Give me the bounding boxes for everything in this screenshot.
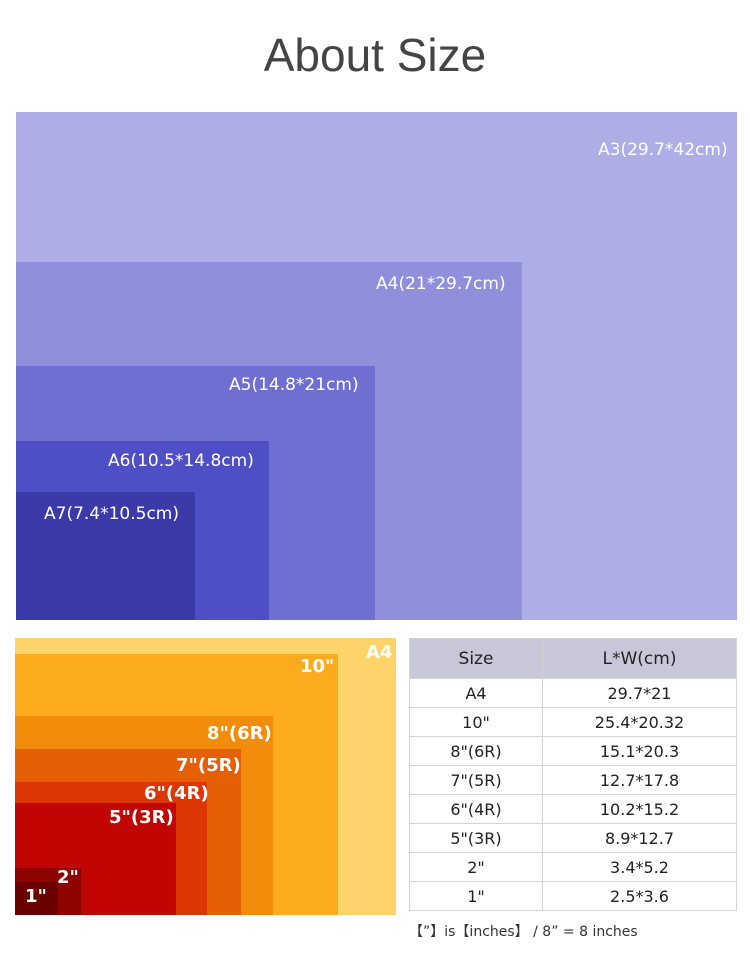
size-table: Size L*W(cm) A4 29.7*21 10" 25.4*20.32 8"(6R… [409, 638, 737, 911]
dimension-cell: 2.5*3.6 [542, 881, 737, 911]
table-row: 1" 2.5*3.6 [409, 881, 737, 911]
size-cell: 7"(5R) [409, 765, 543, 795]
photo-size-label: 8"(6R) [207, 723, 272, 744]
table-row: A4 29.7*21 [409, 678, 737, 708]
table-row: 2" 3.4*5.2 [409, 852, 737, 882]
table-row: 7"(5R) 12.7*17.8 [409, 765, 737, 795]
page-title: About Size [263, 29, 487, 81]
a-size-label: A5(14.8*21cm) [229, 375, 359, 395]
a-size-label: A6(10.5*14.8cm) [108, 451, 254, 471]
a-size-label: A7(7.4*10.5cm) [44, 504, 180, 524]
size-cell: 5"(3R) [409, 823, 543, 853]
dimension-cell: 12.7*17.8 [542, 765, 737, 795]
photo-size-label: 5"(3R) [109, 807, 174, 828]
table-header-row: Size L*W(cm) [409, 638, 737, 679]
table-row: 5"(3R) 8.9*12.7 [409, 823, 737, 853]
a-size-rect [16, 492, 195, 620]
photo-size-label: 7"(5R) [176, 755, 241, 776]
size-cell: 10" [409, 707, 543, 737]
photo-size-label: 1" [25, 886, 47, 907]
dimension-cell: 29.7*21 [542, 678, 737, 708]
inches-note: 【”】is【inches】 / 8” = 8 inches [409, 924, 638, 940]
size-cell: 1" [409, 881, 543, 911]
a-size-label: A3(29.7*42cm) [598, 140, 728, 160]
dimension-cell: 25.4*20.32 [542, 707, 737, 737]
size-cell: 6"(4R) [409, 794, 543, 824]
dimension-cell: 8.9*12.7 [542, 823, 737, 853]
a-size-label: A4(21*29.7cm) [376, 274, 506, 294]
table-row: 6"(4R) 10.2*15.2 [409, 794, 737, 824]
dimension-cell: 10.2*15.2 [542, 794, 737, 824]
photo-size-label: 10" [300, 656, 335, 677]
dimension-cell: 15.1*20.3 [542, 736, 737, 766]
photo-size-label: 2" [57, 867, 79, 888]
size-cell: 2" [409, 852, 543, 882]
header-size: Size [409, 638, 543, 679]
photo-size-rect [15, 882, 58, 915]
dimension-cell: 3.4*5.2 [542, 852, 737, 882]
size-cell: A4 [409, 678, 543, 708]
header-dimensions: L*W(cm) [542, 638, 737, 679]
table-row: 10" 25.4*20.32 [409, 707, 737, 737]
table-row: 8"(6R) 15.1*20.3 [409, 736, 737, 766]
size-cell: 8"(6R) [409, 736, 543, 766]
photo-size-label: A4 [366, 642, 393, 663]
photo-size-label: 6"(4R) [144, 783, 209, 804]
